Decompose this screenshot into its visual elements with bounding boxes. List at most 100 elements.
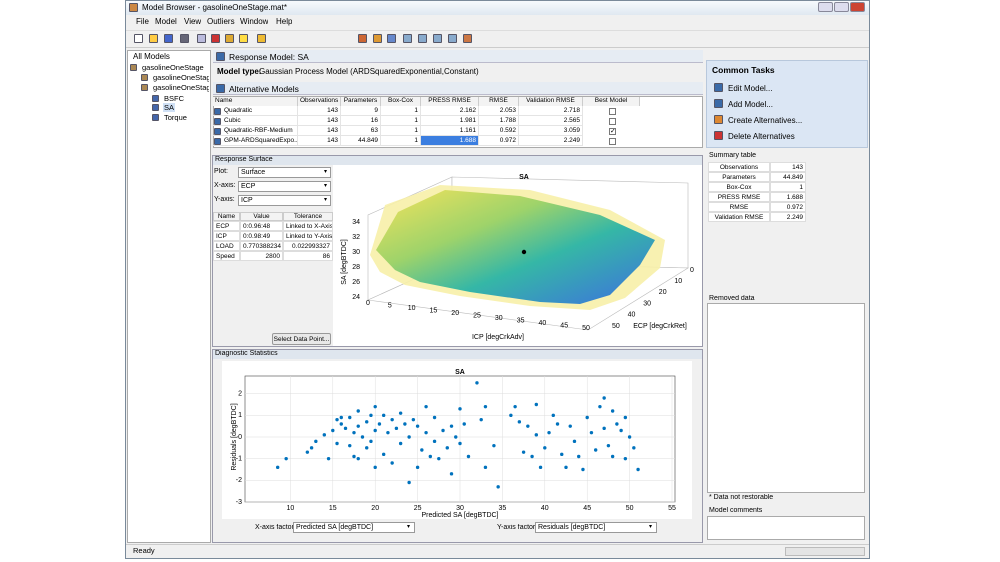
table-cell[interactable]: 1 xyxy=(381,136,421,146)
table-cell[interactable]: 143 xyxy=(298,116,341,126)
icon[interactable] xyxy=(373,34,382,43)
checkbox[interactable]: ✓ xyxy=(609,128,616,135)
tree-node[interactable]: gasolineOneStageM xyxy=(153,83,209,92)
table-cell[interactable]: 1.981 xyxy=(421,116,479,126)
table-cell[interactable]: 0.770388234 xyxy=(240,241,283,251)
dropdown[interactable]: ICP xyxy=(238,195,331,206)
table-cell[interactable]: 0:0.98:49 xyxy=(240,231,283,241)
toolbar xyxy=(126,30,869,48)
column-header: Validation RMSE xyxy=(519,97,583,106)
task-link[interactable]: Delete Alternatives xyxy=(728,132,795,141)
removed-list xyxy=(707,303,865,493)
table-cell: 1 xyxy=(770,182,806,192)
menu-item[interactable]: Outliers xyxy=(207,17,235,26)
table-cell[interactable]: 143 xyxy=(298,106,341,116)
table-cell[interactable]: 2.718 xyxy=(519,106,583,116)
table-cell[interactable]: 1.161 xyxy=(421,126,479,136)
summary-title: Summary table xyxy=(709,152,757,159)
table-cell[interactable]: 2.162 xyxy=(421,106,479,116)
dropdown[interactable]: Residuals [degBTDC] xyxy=(535,522,657,533)
tree-node[interactable]: SA xyxy=(163,103,176,112)
window-button[interactable] xyxy=(834,2,849,12)
icon xyxy=(214,128,221,135)
table-cell: ECP xyxy=(213,221,240,231)
icon[interactable] xyxy=(433,34,442,43)
table-cell[interactable]: 2.249 xyxy=(519,136,583,146)
icon[interactable] xyxy=(387,34,396,43)
table-cell[interactable]: 1.688 xyxy=(421,136,479,146)
icon[interactable] xyxy=(149,34,158,43)
removed-title: Removed data xyxy=(709,295,755,302)
table-cell[interactable]: 2.053 xyxy=(479,106,519,116)
window-button[interactable] xyxy=(850,2,865,12)
table-cell[interactable]: 0:0.96:48 xyxy=(240,221,283,231)
table-cell[interactable]: 1 xyxy=(381,106,421,116)
table-cell: Speed xyxy=(213,251,240,261)
icon[interactable] xyxy=(180,34,189,43)
table-cell[interactable]: 1.788 xyxy=(479,116,519,126)
checkbox[interactable] xyxy=(609,118,616,125)
checkbox[interactable] xyxy=(609,108,616,115)
menu-item[interactable]: Model xyxy=(155,17,177,26)
checkbox[interactable] xyxy=(609,138,616,145)
icon[interactable] xyxy=(418,34,427,43)
icon[interactable] xyxy=(448,34,457,43)
icon[interactable] xyxy=(403,34,412,43)
tree-node[interactable]: Torque xyxy=(164,113,187,122)
menu-item[interactable]: Help xyxy=(276,17,293,26)
dropdown[interactable]: ECP xyxy=(238,181,331,192)
tree-node[interactable]: gasolineOneStageDo xyxy=(153,73,209,82)
dropdown-arrow: ▾ xyxy=(323,197,327,203)
table-cell[interactable]: 143 xyxy=(298,136,341,146)
tree-node[interactable]: BSFC xyxy=(164,94,185,103)
icon xyxy=(714,99,723,108)
panel-title: Diagnostic Statistics xyxy=(215,350,278,357)
table-cell[interactable]: 0.022993327 xyxy=(283,241,333,251)
icon[interactable] xyxy=(257,34,266,43)
button[interactable]: Select Data Point... xyxy=(272,333,331,345)
task-link[interactable]: Edit Model... xyxy=(728,84,773,93)
table-cell[interactable]: Linked to Y-Axis xyxy=(283,231,333,241)
icon[interactable] xyxy=(225,34,234,43)
table-cell: 1.688 xyxy=(770,192,806,202)
task-link[interactable]: Add Model... xyxy=(728,100,773,109)
icon[interactable] xyxy=(239,34,248,43)
title-bar xyxy=(126,1,869,15)
table-cell[interactable]: Quadratic-RBF-Medium xyxy=(213,126,298,136)
dropdown[interactable]: Surface xyxy=(238,167,331,178)
table-cell[interactable]: 0.592 xyxy=(479,126,519,136)
tree-node[interactable]: gasolineOneStage xyxy=(142,63,204,72)
panel-title-bar xyxy=(213,350,702,359)
table-cell[interactable]: GPM-ARDSquaredExpo... xyxy=(213,136,298,146)
table-cell[interactable]: 3.059 xyxy=(519,126,583,136)
icon[interactable] xyxy=(164,34,173,43)
table-cell[interactable]: 44.849 xyxy=(341,136,381,146)
table-cell[interactable]: 86 xyxy=(283,251,333,261)
table-cell[interactable]: 143 xyxy=(298,126,341,136)
table-cell[interactable]: 63 xyxy=(341,126,381,136)
table-cell[interactable]: Quadratic xyxy=(213,106,298,116)
icon xyxy=(152,114,159,121)
icon[interactable] xyxy=(358,34,367,43)
menu-item[interactable]: File xyxy=(136,17,149,26)
icon[interactable] xyxy=(211,34,220,43)
menu-item[interactable]: View xyxy=(184,17,202,26)
icon[interactable] xyxy=(134,34,143,43)
table-cell[interactable]: 2800 xyxy=(240,251,283,261)
task-link[interactable]: Create Alternatives... xyxy=(728,116,803,125)
table-cell[interactable]: 2.565 xyxy=(519,116,583,126)
menu-item[interactable]: Window xyxy=(240,17,269,26)
icon xyxy=(714,131,723,140)
table-cell[interactable]: 1 xyxy=(381,126,421,136)
icon[interactable] xyxy=(463,34,472,43)
dropdown[interactable]: Predicted SA [degBTDC] xyxy=(293,522,415,533)
window-button[interactable] xyxy=(818,2,833,12)
table-cell[interactable]: 1 xyxy=(381,116,421,126)
table-cell[interactable]: Cubic xyxy=(213,116,298,126)
table-cell[interactable]: 16 xyxy=(341,116,381,126)
table-cell[interactable]: 9 xyxy=(341,106,381,116)
comments-box[interactable] xyxy=(707,516,865,540)
icon[interactable] xyxy=(197,34,206,43)
table-cell[interactable]: 0.972 xyxy=(479,136,519,146)
table-cell[interactable]: Linked to X-Axis xyxy=(283,221,333,231)
